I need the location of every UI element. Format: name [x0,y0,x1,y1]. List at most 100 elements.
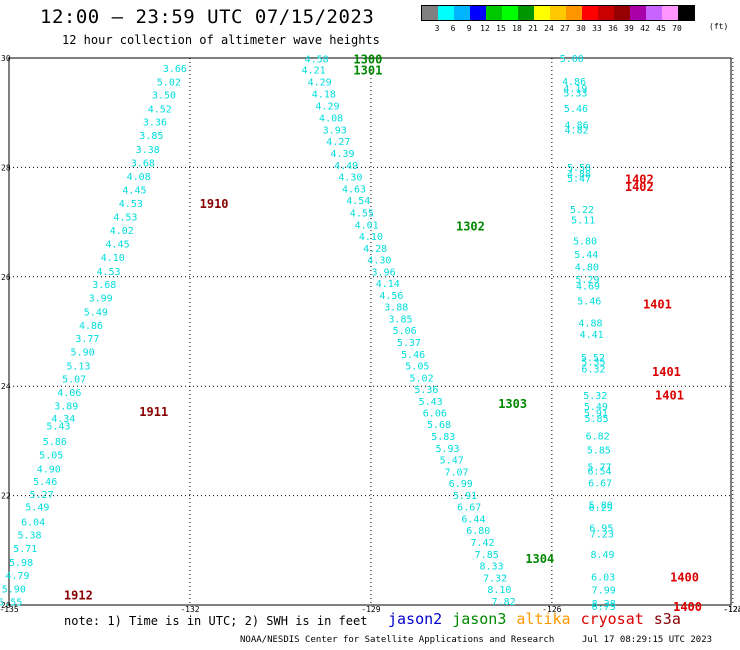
data-point-label: 4.08 [127,172,151,183]
legend-swatch [470,6,486,20]
data-point-label: 6.04 [21,517,45,528]
legend-tick-label: 9 [466,24,472,33]
pass-number-label: 1401 [643,298,672,312]
data-point-label: 6.03 [591,573,615,584]
x-tick-label: -135 [0,605,19,614]
data-point-label: 5.00 [560,54,584,65]
pass-number-label: 1303 [498,397,527,411]
data-point-label: 3.50 [152,91,176,102]
data-point-label: 5.49 [25,503,49,514]
data-point-label: 5.35 [581,358,605,369]
data-point-label: 4.55 [350,208,374,219]
data-point-label: 5.58 [567,163,591,174]
legend-tick-label: 39 [624,24,634,33]
data-point-label: 5.90 [71,348,95,359]
data-point-label: 5.07 [62,375,86,386]
data-point-label: 4.56 [379,291,403,302]
data-point-label: 7.07 [445,468,469,479]
data-point-label: 6.32 [581,365,605,376]
data-point-label: 6.95 [589,523,613,534]
data-point-label: 5.13 [66,361,90,372]
data-point-label: 8.49 [590,550,614,561]
data-point-label: 4.45 [106,239,130,250]
data-point-label: 5.77 [587,463,611,474]
mission-label: cryosat [580,610,644,628]
legend-swatch [614,6,630,20]
pass-number-label: 1401 [655,388,684,402]
data-point-label: 3.96 [372,267,396,278]
note-text: note: 1) Time is in UTC; 2) SWH is in fe… [64,614,368,628]
mission-label: s3a [653,610,681,628]
data-point-label: 3.85 [139,131,163,142]
legend-tick-label: 24 [544,24,554,33]
data-point-label: 5.37 [397,338,421,349]
data-point-label: 4.14 [376,279,400,290]
data-point-label: 5.47 [567,174,591,185]
data-point-label: 4.19 [563,84,587,95]
footer-timestamp: Jul 17 08:29:15 UTC 2023 [582,635,713,645]
data-point-label: 4.02 [110,226,134,237]
footer-source: NOAA/NESDIS Center for Satellite Applica… [240,635,555,645]
legend-tick-label: 42 [640,24,650,33]
data-point-label: 5.46 [577,296,601,307]
data-point-label: 4.90 [37,464,61,475]
data-point-label: 4.28 [363,244,387,255]
data-point-label: 4.52 [148,104,172,115]
data-point-label: 6.06 [423,408,447,419]
data-point-label: 5.91 [453,491,477,502]
color-legend: 3 6 9 12 15 18 21 24 27 30 33 36 39 42 45 70 (ft) [421,5,728,33]
pass-number-label: 1401 [652,365,681,379]
data-point-label: 7.85 [475,550,499,561]
pass-number-label: 1304 [525,552,554,566]
x-tick-label: -129 [361,605,380,614]
plot-frame [8,57,732,606]
data-point-label: 6.44 [461,515,485,526]
data-point-label: 4.88 [567,169,591,180]
y-tick-label: 24 [1,382,11,391]
data-point-label: 4.41 [580,330,604,341]
data-point-label: 4.53 [96,267,120,278]
data-point-label: 3.89 [54,401,78,412]
data-point-label: 4.69 [576,282,600,293]
data-point-label: 5.93 [435,444,459,455]
data-point-label: 5.36 [414,385,438,396]
data-point-label: 5.43 [46,422,70,433]
legend-tick-label: 36 [608,24,618,33]
legend-tick-label: 70 [672,24,682,33]
data-point-label: 3.38 [136,145,160,156]
data-point-label: 4.86 [562,77,586,88]
legend-swatch [518,6,534,20]
data-point-label: 6.75 [592,602,616,613]
mission-label: altika [516,610,571,628]
data-point-label: 4.63 [342,185,366,196]
data-point-label: 3.68 [131,158,155,169]
data-point-label: 4.01 [355,220,379,231]
legend-tick-label: 6 [450,24,456,33]
data-point-label: 4.49 [334,161,358,172]
data-point-label: 5.06 [393,326,417,337]
data-point-label: 5.32 [583,391,607,402]
x-tick-label: -132 [180,605,199,614]
data-point-label: 5.11 [571,215,595,226]
data-point-label: 4.58 [305,55,329,66]
legend-swatches [421,5,695,21]
legend-swatch [422,6,438,20]
legend-unit: (ft) [709,22,729,31]
data-point-label: 7.42 [470,538,494,549]
data-point-label: 5.38 [17,530,41,541]
data-point-label: 4.10 [101,253,125,264]
y-tick-label: 22 [1,492,11,501]
legend-labels: 3 6 9 12 15 18 21 24 27 30 33 36 39 42 45 70 [421,24,695,33]
legend-swatch [646,6,662,20]
data-point-label: 5.86 [43,437,67,448]
data-point-label: 6.82 [586,431,610,442]
data-point-label: 4.54 [346,196,370,207]
legend-swatch [566,6,582,20]
legend-tick-label: 45 [656,24,666,33]
data-point-label: 5.83 [431,432,455,443]
pass-number-label: 1400 [673,600,702,614]
mission-label: jason2 [388,610,443,628]
data-point-label: 5.05 [39,451,63,462]
legend-tick-label: 18 [512,24,522,33]
data-point-label: 4.82 [565,126,589,137]
